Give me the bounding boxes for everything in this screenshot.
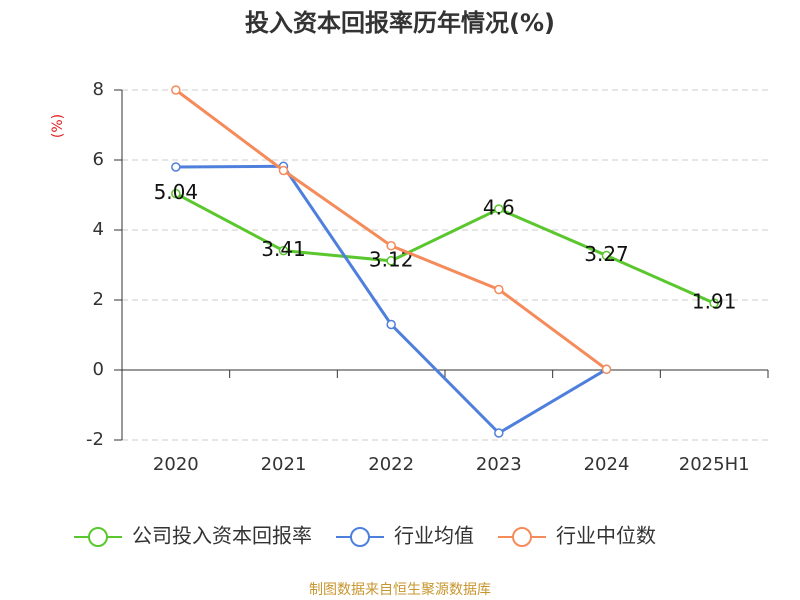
y-tick-label: -2 bbox=[86, 429, 104, 450]
data-label: 5.04 bbox=[154, 180, 199, 204]
data-point bbox=[171, 188, 181, 199]
x-tick-label: 2021 bbox=[261, 454, 307, 475]
data-point bbox=[601, 250, 612, 261]
x-tick-label: 2020 bbox=[153, 454, 199, 475]
data-point bbox=[494, 428, 504, 438]
data-point bbox=[386, 241, 396, 251]
data-point bbox=[171, 162, 181, 172]
data-point bbox=[494, 284, 504, 295]
chart-title: 投入资本回报率历年情况(%) bbox=[245, 9, 555, 37]
data-label: 3.41 bbox=[261, 237, 306, 261]
legend-symbol bbox=[512, 527, 532, 547]
legend-symbol bbox=[88, 527, 108, 547]
legend-label: 公司投入资本回报率 bbox=[132, 524, 312, 548]
data-label: 1.91 bbox=[692, 290, 737, 314]
y-tick-label: 8 bbox=[93, 79, 104, 100]
data-point bbox=[386, 319, 396, 330]
y-tick-label: 6 bbox=[93, 149, 104, 170]
data-label: 3.27 bbox=[584, 242, 629, 266]
data-point bbox=[709, 298, 719, 308]
legend-symbol bbox=[350, 527, 370, 547]
data-point bbox=[494, 204, 504, 214]
data-point bbox=[278, 165, 289, 176]
source-note: 制图数据来自恒生聚源数据库 bbox=[309, 582, 491, 598]
data-point bbox=[171, 85, 181, 95]
data-point bbox=[278, 245, 289, 256]
x-tick-label: 2022 bbox=[368, 454, 414, 475]
x-tick-label: 2023 bbox=[476, 454, 522, 475]
y-axis-label: (%) bbox=[50, 114, 66, 138]
series-line bbox=[175, 192, 715, 305]
y-tick-label: 0 bbox=[93, 359, 104, 380]
data-label: 4.6 bbox=[483, 196, 515, 220]
x-tick-label: 2024 bbox=[584, 454, 630, 475]
x-tick-label: 2025H1 bbox=[679, 454, 750, 475]
y-tick-label: 2 bbox=[93, 289, 104, 310]
legend-label: 行业均值 bbox=[394, 524, 474, 548]
series-line bbox=[175, 164, 608, 435]
data-point bbox=[601, 364, 612, 375]
y-tick-label: 4 bbox=[93, 219, 104, 240]
legend-label: 行业中位数 bbox=[556, 524, 656, 548]
data-point bbox=[386, 256, 396, 266]
